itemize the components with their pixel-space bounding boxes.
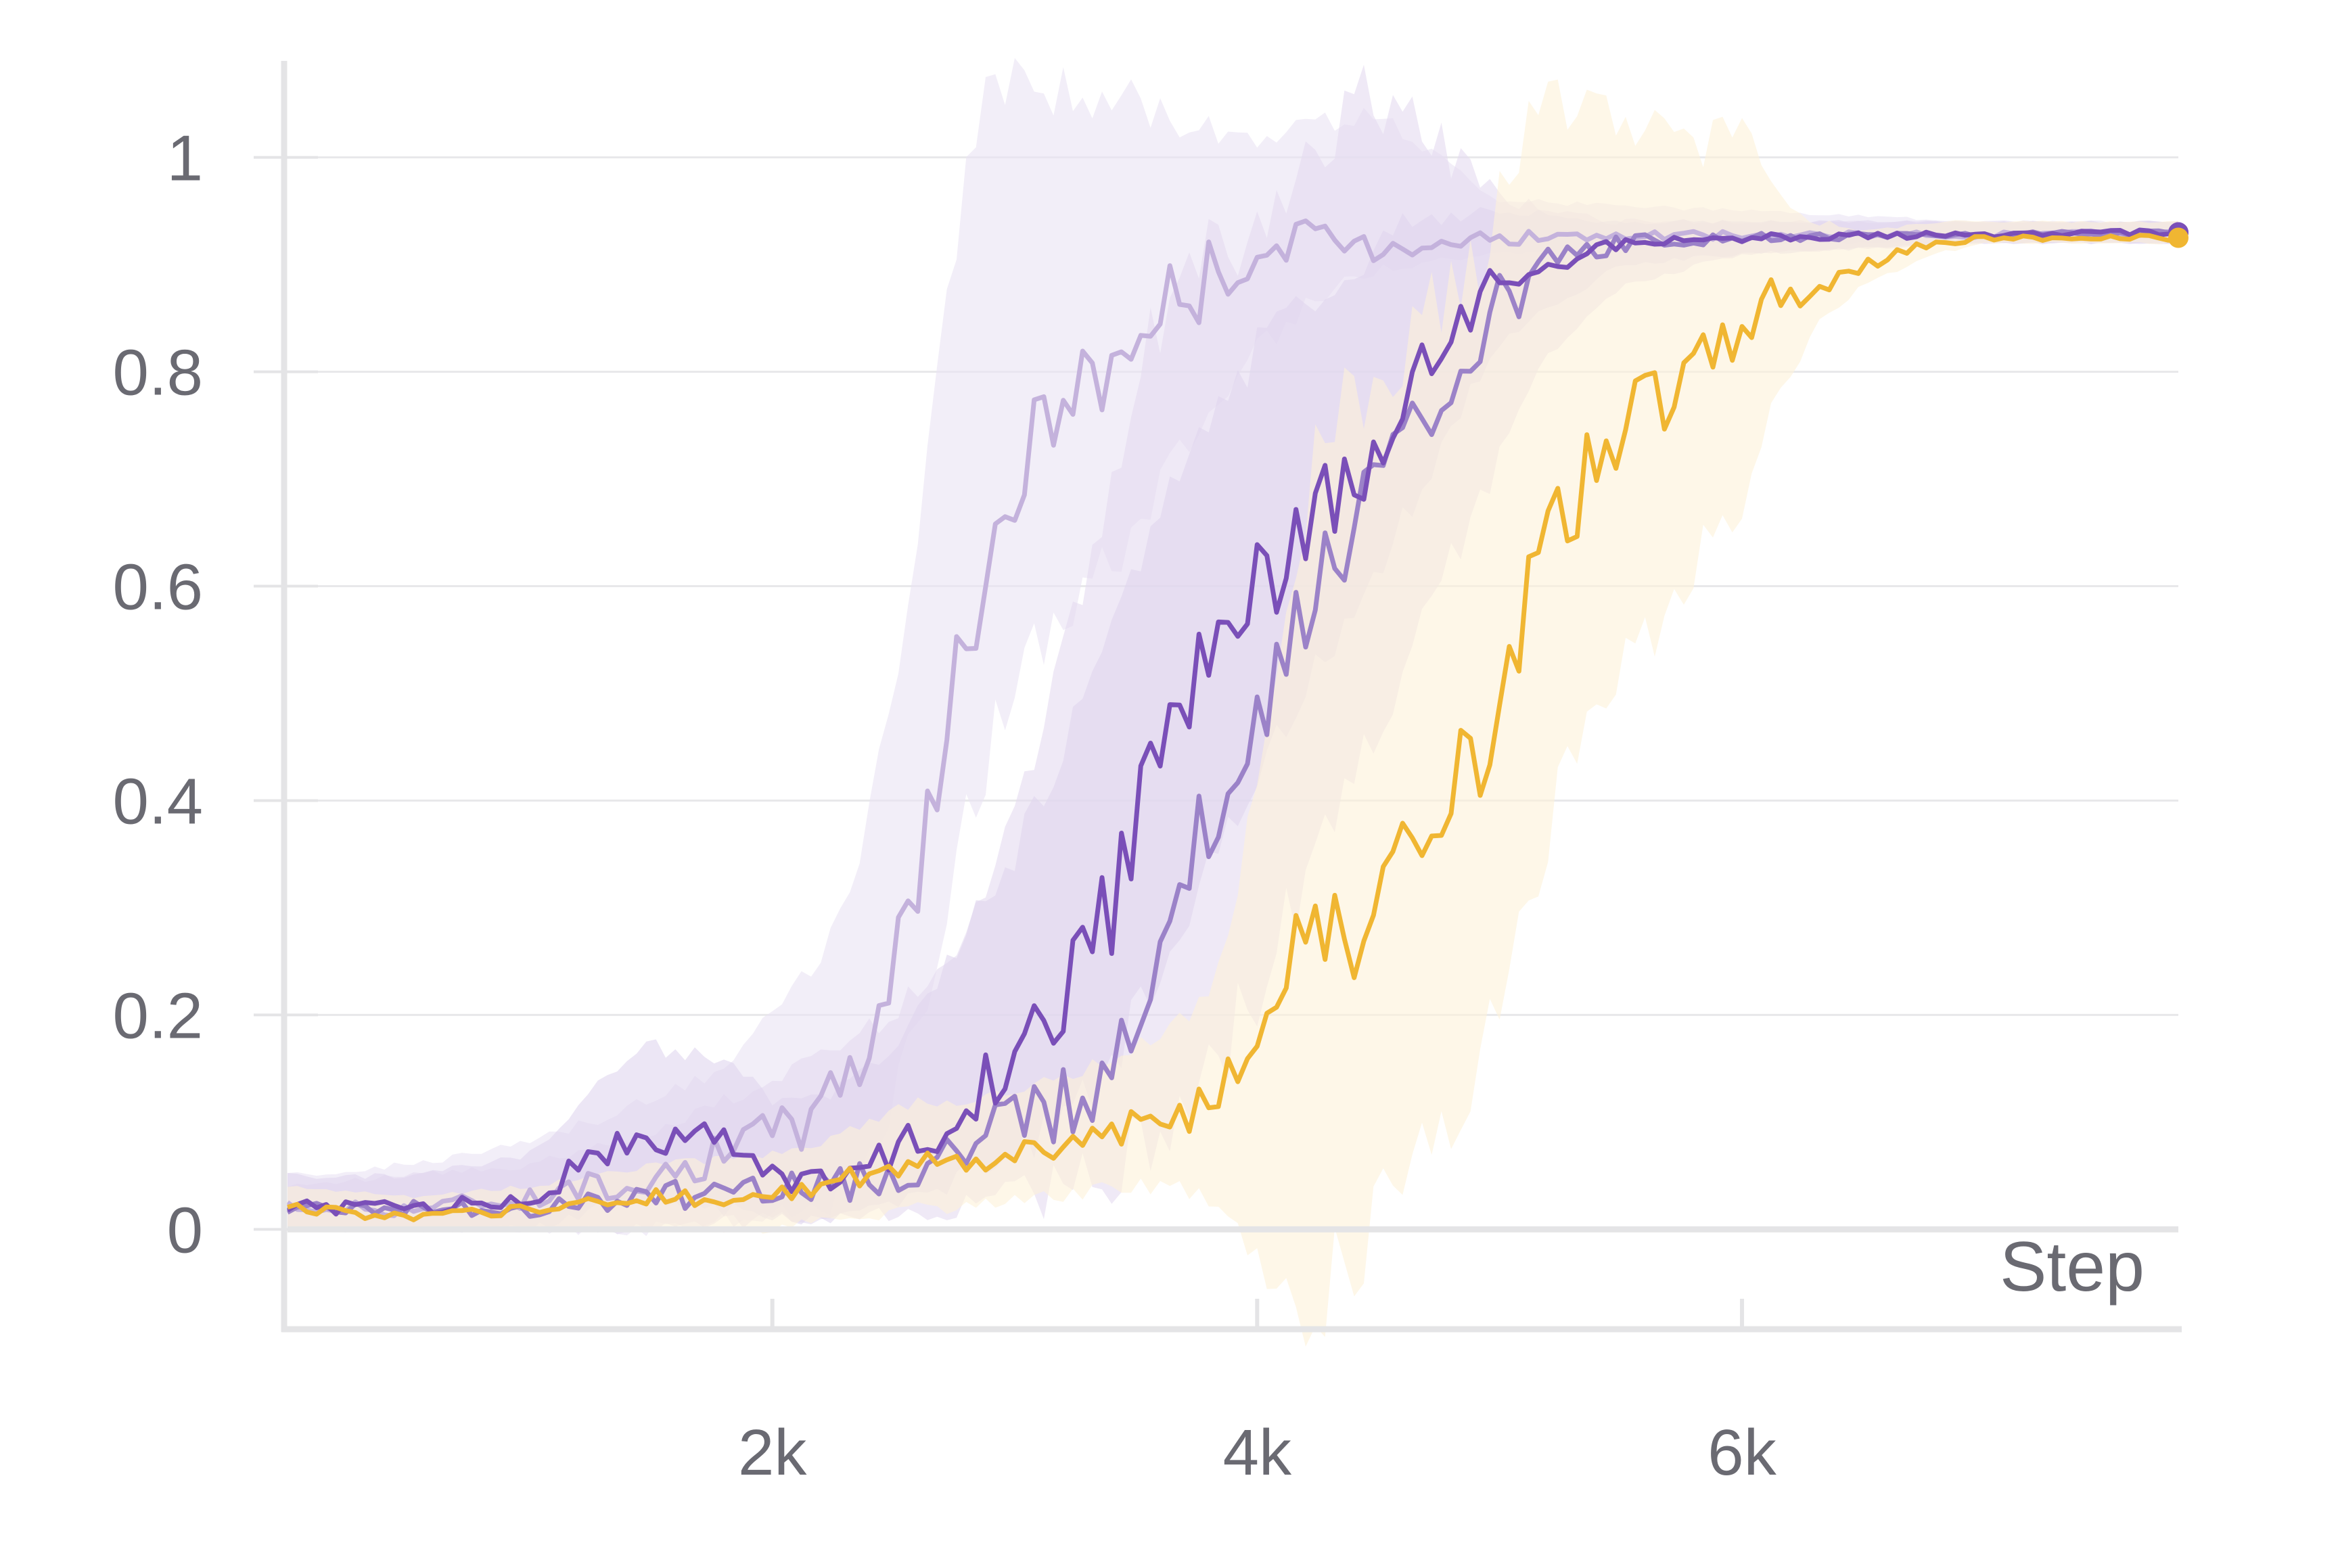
- y-tick-label: 0.4: [113, 765, 203, 837]
- x-axis-title: Step: [2000, 1228, 2145, 1306]
- axes: [254, 61, 2182, 1333]
- series-band-2: [288, 207, 2178, 1232]
- y-tick-label: 0.2: [113, 979, 203, 1052]
- tick-labels: 0 0.2 0.4 0.6 0.8 1 2k 4k 6k: [113, 122, 1777, 1489]
- y-tick-label: 0.6: [113, 551, 203, 624]
- series-band-3: [288, 79, 2178, 1347]
- y-tick-label: 0: [167, 1194, 203, 1266]
- series-line-3: [286, 233, 2179, 1222]
- x-tick-label: 6k: [1707, 1416, 1777, 1489]
- confidence-bands: [288, 57, 2178, 1347]
- series-end-markers: [2168, 222, 2188, 248]
- y-tick-label: 1: [167, 122, 203, 195]
- series-end-marker-3: [2168, 227, 2188, 248]
- y-tick-label: 0.8: [113, 337, 203, 409]
- x-tick-label: 4k: [1223, 1416, 1292, 1489]
- series-line-2: [286, 227, 2179, 1217]
- series-lines: [285, 218, 2179, 1222]
- x-tick-label: 2k: [738, 1416, 807, 1489]
